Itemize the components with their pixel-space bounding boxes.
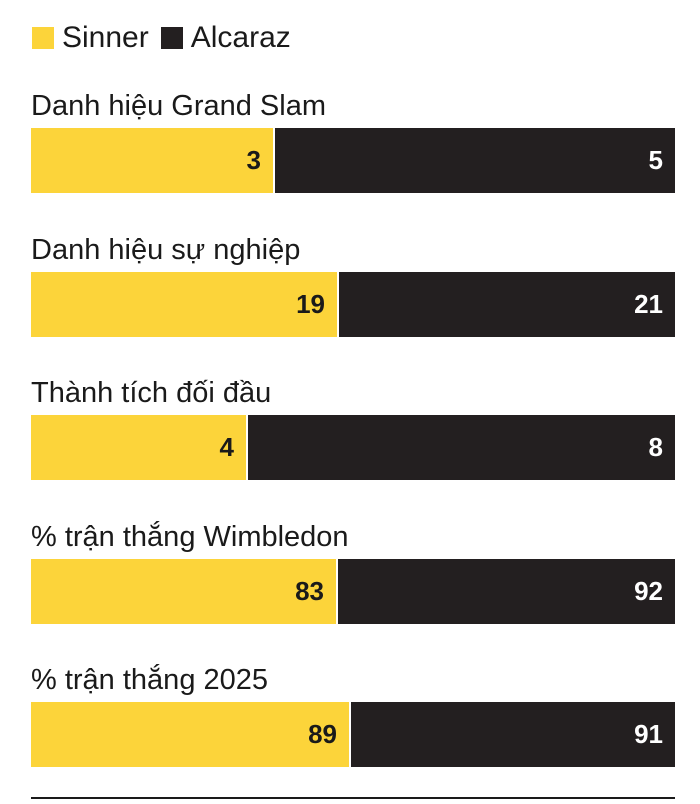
value-label-alcaraz: 21 — [634, 288, 663, 319]
bar-segment-divider — [273, 128, 275, 193]
value-label-sinner: 4 — [219, 432, 234, 462]
bar-segment-alcaraz — [351, 702, 675, 767]
bar-segment-divider — [246, 415, 248, 480]
value-label-alcaraz: 8 — [648, 432, 663, 462]
bar-segment-sinner — [31, 558, 336, 624]
legend-swatch-alcaraz — [160, 27, 183, 49]
value-label-alcaraz: 5 — [648, 145, 663, 175]
bottom-divider — [31, 797, 675, 799]
category-label: % trận thắng Wimbledon — [31, 520, 349, 553]
chart-row: % trận thắng 2025 89 91 — [31, 658, 675, 767]
value-label-sinner: 89 — [308, 719, 337, 749]
comparison-bar: 89 91 — [31, 702, 675, 767]
bar-segment-alcaraz — [275, 128, 675, 193]
bar-segment-sinner — [31, 128, 273, 193]
chart-row: % trận thắng Wimbledon 83 92 — [31, 515, 675, 624]
legend-item-alcaraz: Alcaraz — [160, 21, 291, 55]
category-label: Danh hiệu Grand Slam — [31, 90, 326, 122]
legend-swatch-sinner — [32, 27, 54, 49]
value-label-alcaraz: 92 — [634, 575, 663, 606]
value-label-sinner: 83 — [295, 575, 324, 606]
comparison-bar: 19 21 — [31, 271, 675, 337]
bar-segment-alcaraz — [339, 271, 675, 337]
legend-label-sinner: Sinner — [62, 21, 149, 54]
chart-row: Danh hiệu sự nghiệp 19 21 — [31, 228, 675, 337]
chart-row: Danh hiệu Grand Slam 3 5 — [31, 84, 675, 193]
legend: Sinner Alcaraz — [32, 18, 303, 58]
comparison-bar: 83 92 — [31, 558, 675, 624]
value-label-alcaraz: 91 — [634, 719, 663, 749]
chart-row: Thành tích đối đầu 4 8 — [31, 371, 675, 480]
value-label-sinner: 19 — [296, 288, 325, 319]
bar-segment-sinner — [31, 415, 246, 480]
bar-segment-alcaraz — [338, 558, 675, 624]
bar-segment-sinner — [31, 702, 349, 767]
legend-item-sinner: Sinner — [32, 21, 149, 55]
bar-segment-sinner — [31, 271, 337, 337]
value-label-sinner: 3 — [246, 145, 261, 175]
bar-segment-divider — [337, 271, 339, 337]
bar-segment-alcaraz — [248, 415, 675, 480]
bar-segment-divider — [349, 702, 351, 767]
bar-segment-divider — [336, 558, 338, 624]
category-label: Danh hiệu sự nghiệp — [31, 233, 301, 266]
category-label: % trận thắng 2025 — [31, 664, 269, 696]
legend-label-alcaraz: Alcaraz — [190, 21, 291, 54]
category-label: Thành tích đối đầu — [31, 377, 272, 409]
